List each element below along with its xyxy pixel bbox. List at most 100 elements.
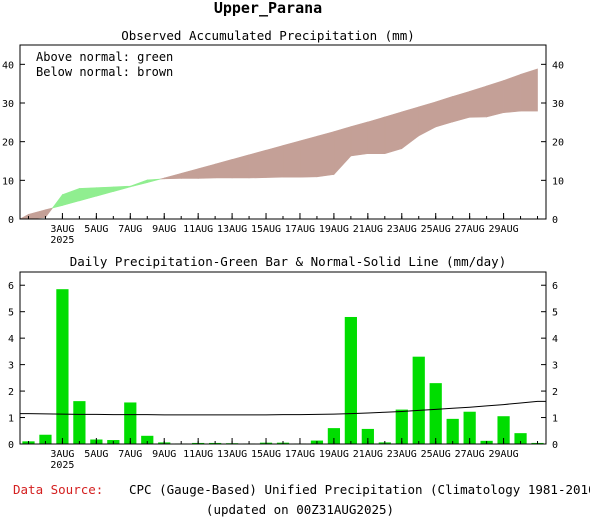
page-title: Upper_Parana — [214, 0, 322, 17]
below-normal-area — [28, 209, 46, 220]
x-tick-label: 11AUG — [183, 224, 213, 235]
above-normal-area — [79, 187, 97, 202]
x-tick-label: 29AUG — [489, 449, 519, 460]
x-tick-label: 5AUG — [84, 449, 108, 460]
daily-bar — [463, 411, 476, 444]
below-normal-area — [316, 131, 335, 178]
x-tick-label: 5AUG — [84, 224, 108, 235]
y-tick-label-right: 0 — [552, 215, 558, 226]
x-tick-label: 7AUG — [118, 224, 142, 235]
daily-bar — [361, 428, 374, 444]
below-normal-area — [231, 154, 250, 179]
y-tick-label-left: 0 — [8, 440, 14, 451]
daily-bar — [327, 428, 341, 444]
daily-bar — [344, 316, 357, 444]
legend-above-normal: Above normal: green — [36, 50, 173, 64]
below-normal-area — [19, 213, 29, 220]
x-tick-label: 3AUG — [50, 224, 74, 235]
x-tick-label: 17AUG — [285, 449, 315, 460]
y-tick-label-left: 6 — [8, 281, 14, 292]
below-normal-area — [333, 126, 352, 176]
below-normal-area — [214, 159, 233, 179]
below-normal-area — [469, 85, 487, 118]
above-normal-area — [146, 178, 161, 184]
y-tick-label-right: 1 — [552, 414, 558, 425]
x-tick-label: 13AUG — [217, 449, 247, 460]
below-normal-area — [180, 168, 199, 179]
above-normal-area — [51, 193, 63, 209]
daily-bar — [446, 418, 459, 444]
x-tick-label: 11AUG — [183, 449, 213, 460]
y-tick-label-left: 20 — [2, 138, 14, 149]
daily-bar — [497, 416, 510, 444]
daily-chart: Daily Precipitation-Green Bar & Normal-S… — [8, 254, 558, 471]
below-normal-area — [503, 73, 521, 113]
x-year-label: 2025 — [50, 460, 74, 471]
daily-bar — [412, 356, 425, 444]
below-normal-area — [384, 111, 403, 155]
x-tick-label: 19AUG — [319, 449, 349, 460]
y-tick-label-right: 20 — [552, 138, 564, 149]
y-tick-label-right: 2 — [552, 387, 558, 398]
y-tick-label-left: 0 — [8, 215, 14, 226]
x-tick-label: 7AUG — [118, 449, 142, 460]
x-tick-label: 21AUG — [353, 224, 383, 235]
x-tick-label: 17AUG — [285, 224, 315, 235]
y-tick-label-left: 2 — [8, 387, 14, 398]
daily-bar — [73, 401, 86, 444]
x-tick-label: 15AUG — [251, 224, 281, 235]
daily-bar — [124, 402, 137, 444]
data-source-text: CPC (Gauge-Based) Unified Precipitation … — [129, 482, 590, 497]
below-normal-area — [197, 163, 216, 179]
x-tick-label: 3AUG — [50, 449, 74, 460]
x-tick-label: 23AUG — [387, 224, 417, 235]
below-normal-area — [350, 121, 369, 157]
daily-bar — [56, 289, 69, 444]
daily-bar — [141, 435, 154, 444]
normal-line — [20, 400, 546, 416]
above-normal-area — [113, 185, 131, 192]
y-tick-label-left: 3 — [8, 361, 14, 372]
footer: Data Source: CPC (Gauge-Based) Unified P… — [13, 482, 590, 517]
x-tick-label: 23AUG — [387, 449, 417, 460]
x-tick-label: 13AUG — [217, 224, 247, 235]
daily-bar — [429, 383, 442, 444]
below-normal-area — [367, 116, 386, 154]
x-tick-label: 15AUG — [251, 449, 281, 460]
below-normal-area — [520, 68, 538, 112]
accumulated-chart: Observed Accumulated Precipitation (mm) … — [2, 28, 564, 246]
below-normal-area — [282, 140, 301, 178]
updated-text: (updated on 00Z31AUG2025) — [206, 502, 394, 517]
x-year-label: 2025 — [50, 235, 74, 246]
x-tick-label: 25AUG — [421, 449, 451, 460]
below-normal-area — [299, 135, 318, 178]
above-normal-area — [96, 186, 114, 197]
accumulated-chart-title: Observed Accumulated Precipitation (mm) — [121, 28, 415, 43]
y-tick-label-right: 5 — [552, 308, 558, 319]
x-tick-label: 9AUG — [152, 449, 176, 460]
above-normal-area — [129, 179, 148, 188]
legend-below-normal: Below normal: brown — [36, 65, 173, 79]
y-tick-label-right: 10 — [552, 176, 564, 187]
y-tick-label-right: 6 — [552, 281, 558, 292]
y-tick-label-right: 4 — [552, 334, 558, 345]
below-normal-area — [418, 101, 437, 137]
below-normal-area — [486, 80, 504, 118]
x-tick-label: 9AUG — [152, 224, 176, 235]
daily-chart-title: Daily Precipitation-Green Bar & Normal-S… — [70, 254, 507, 269]
x-tick-label: 27AUG — [455, 224, 485, 235]
y-tick-label-left: 4 — [8, 334, 14, 345]
daily-bar — [395, 409, 408, 444]
below-normal-area — [163, 172, 182, 180]
y-tick-label-left: 5 — [8, 308, 14, 319]
x-tick-label: 27AUG — [455, 449, 485, 460]
x-tick-label: 29AUG — [489, 224, 519, 235]
below-normal-area — [248, 149, 267, 179]
x-tick-label: 25AUG — [421, 224, 451, 235]
above-normal-area — [62, 188, 80, 206]
below-normal-area — [452, 90, 470, 123]
data-source-label: Data Source: — [13, 482, 103, 497]
y-tick-label-left: 40 — [2, 60, 14, 71]
y-tick-label-right: 40 — [552, 60, 564, 71]
x-tick-label: 21AUG — [353, 449, 383, 460]
